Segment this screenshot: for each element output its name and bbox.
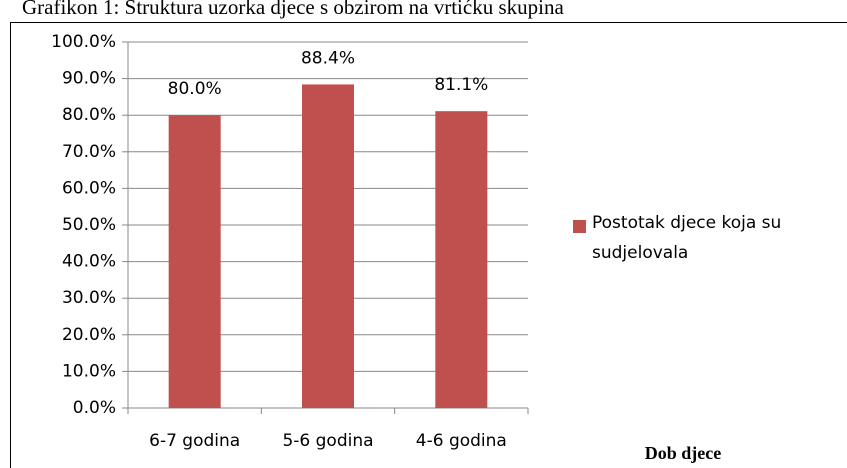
y-tick-label: 50.0% — [62, 215, 116, 235]
bar — [168, 115, 221, 408]
bar — [435, 111, 488, 408]
x-tick-label: 6-7 godina — [149, 431, 240, 451]
y-tick-label: 40.0% — [62, 252, 116, 272]
y-tick-label: 80.0% — [62, 105, 116, 125]
chart-title: Grafikon 1: Struktura uzorka djece s obz… — [22, 0, 564, 19]
x-tick-label: 4-6 godina — [416, 431, 507, 451]
data-label: 81.1% — [434, 75, 488, 95]
legend-swatch — [573, 220, 586, 233]
y-tick-label: 60.0% — [62, 178, 116, 198]
chart-frame — [10, 22, 847, 468]
data-label: 88.4% — [301, 48, 355, 68]
y-tick-label: 10.0% — [62, 361, 116, 381]
y-tick-label: 70.0% — [62, 142, 116, 162]
x-tick-label: 5-6 godina — [282, 431, 373, 451]
legend-label: Postotak djece koja su sudjelovala — [592, 213, 782, 263]
y-tick-label: 90.0% — [62, 69, 116, 89]
y-tick-label: 100.0% — [51, 32, 116, 52]
data-label: 80.0% — [168, 79, 222, 99]
x-axis-title: Dob djece — [645, 443, 721, 463]
y-tick-label: 20.0% — [62, 325, 116, 345]
y-tick-label: 0.0% — [73, 398, 116, 418]
bar — [302, 84, 354, 409]
y-tick-label: 30.0% — [62, 288, 116, 308]
